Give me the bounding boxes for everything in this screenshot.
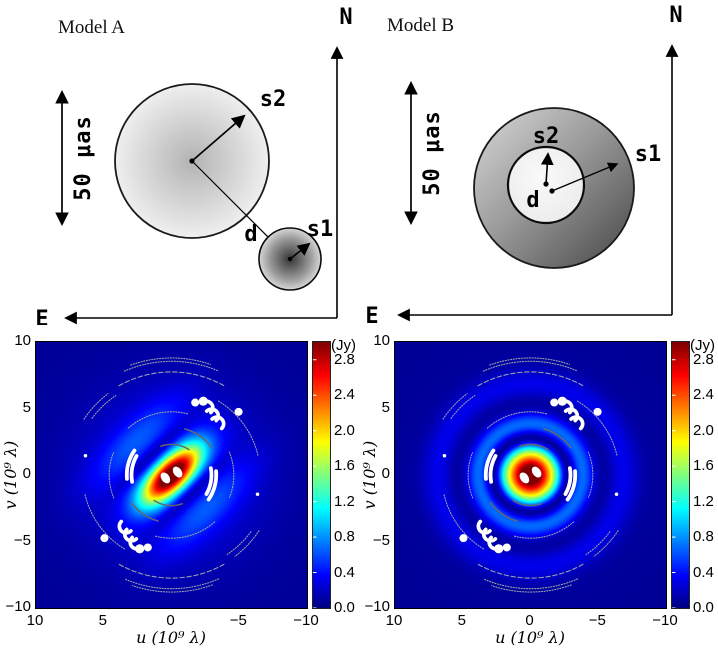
model-a-diagram: Model A N E 50 μas s2 s1 d <box>35 5 352 325</box>
heatmap-plot-a <box>35 341 308 609</box>
x-tick-label: −10 <box>293 612 319 629</box>
x-tick-label: 10 <box>385 612 403 629</box>
colorbar-tick-label: 1.2 <box>693 492 714 510</box>
x-axis-label: u (10⁹ λ) <box>495 628 565 647</box>
scale-label: 50 μas <box>71 115 96 200</box>
x-tick-label: 5 <box>98 612 107 629</box>
model-b-title: Model B <box>387 15 454 36</box>
y-tick-label: −5 <box>13 531 31 549</box>
y-tick-label: 0 <box>381 465 390 482</box>
colorbar-unit: (Jy) <box>331 337 356 354</box>
y-tick-label: 5 <box>381 398 390 416</box>
colorbar-a <box>312 341 331 609</box>
model-b-panel: Model B N E 50 μas s2 s1 d <box>359 0 718 325</box>
visibility-heatmap-canvas <box>36 342 307 608</box>
x-axis-label: u (10⁹ λ) <box>136 628 206 647</box>
colorbar-tick-label: 2.8 <box>693 350 714 368</box>
colorbar-canvas <box>672 342 689 608</box>
d-label: d <box>526 188 539 213</box>
colorbar-tick-label: 0.0 <box>693 599 714 616</box>
colorbar-tick-label: 0.8 <box>693 528 714 546</box>
heatmap-plot-b <box>394 341 667 609</box>
x-tick-label: 0 <box>525 612 534 629</box>
colorbar-tick-label: 0.4 <box>334 563 355 581</box>
s1-label: s1 <box>635 142 662 167</box>
s2-label: s2 <box>260 87 287 112</box>
s1-size-arrow <box>289 242 311 260</box>
colorbar-tick-label: 1.2 <box>334 492 355 510</box>
s2-label: s2 <box>533 124 560 149</box>
d-label: d <box>244 222 257 247</box>
x-tick-label: 10 <box>26 612 44 629</box>
s2-size-arrow <box>540 152 554 185</box>
x-tick-label: 0 <box>166 612 175 629</box>
x-tick-label: −5 <box>229 612 247 629</box>
model-b-diagram: Model B N E 50 μas s2 s1 d <box>365 3 682 325</box>
x-tick-label: 5 <box>457 612 466 629</box>
colorbar-canvas <box>313 342 330 608</box>
model-a-panel: Model A N E 50 μas s2 s1 d <box>0 0 359 325</box>
x-tick-label: −10 <box>652 612 678 629</box>
x-tick-label: −5 <box>588 612 606 629</box>
north-label: N <box>669 3 682 28</box>
colorbar-tick-label: 2.0 <box>334 421 355 439</box>
s2-size-arrow <box>191 114 246 162</box>
east-label: E <box>35 307 48 325</box>
y-tick-label: 0 <box>22 465 31 482</box>
y-tick-label: −10 <box>5 598 31 615</box>
colorbar-tick-label: 0.0 <box>334 599 355 616</box>
colorbar-b <box>671 341 690 609</box>
colorbar-tick-label: 2.0 <box>693 421 714 439</box>
colorbar-tick-label: 2.8 <box>334 350 355 368</box>
colorbar-tick-label: 0.4 <box>693 563 714 581</box>
colorbar-unit: (Jy) <box>690 337 715 354</box>
y-tick-label: 5 <box>22 398 31 416</box>
model-a-title: Model A <box>58 17 125 38</box>
s1-label: s1 <box>307 217 334 242</box>
s1-size-arrow <box>551 162 619 192</box>
east-label: E <box>365 304 378 325</box>
scale-label: 50 μas <box>420 110 445 195</box>
y-tick-label: 10 <box>14 332 31 349</box>
north-label: N <box>339 5 352 30</box>
colorbar-tick-label: 1.6 <box>334 457 355 475</box>
colorbar-tick-label: 0.8 <box>334 528 355 546</box>
uv-map-panel-a: v (10⁹ λ) (Jy) u (10⁹ λ) 10 5 0 −5 −10 10 5 0 −5… <box>0 325 359 652</box>
colorbar-tick-label: 2.4 <box>693 386 714 404</box>
y-tick-label: −5 <box>372 531 390 549</box>
y-tick-label: −10 <box>364 598 390 615</box>
visibility-heatmap-canvas <box>395 342 666 608</box>
colorbar-tick-label: 2.4 <box>334 386 355 404</box>
colorbar-tick-label: 1.6 <box>693 457 714 475</box>
y-tick-label: 10 <box>373 332 390 349</box>
uv-map-panel-b: v (10⁹ λ) (Jy) u (10⁹ λ) 10 5 0 −5 −10 10 5 0 −5… <box>359 325 718 652</box>
